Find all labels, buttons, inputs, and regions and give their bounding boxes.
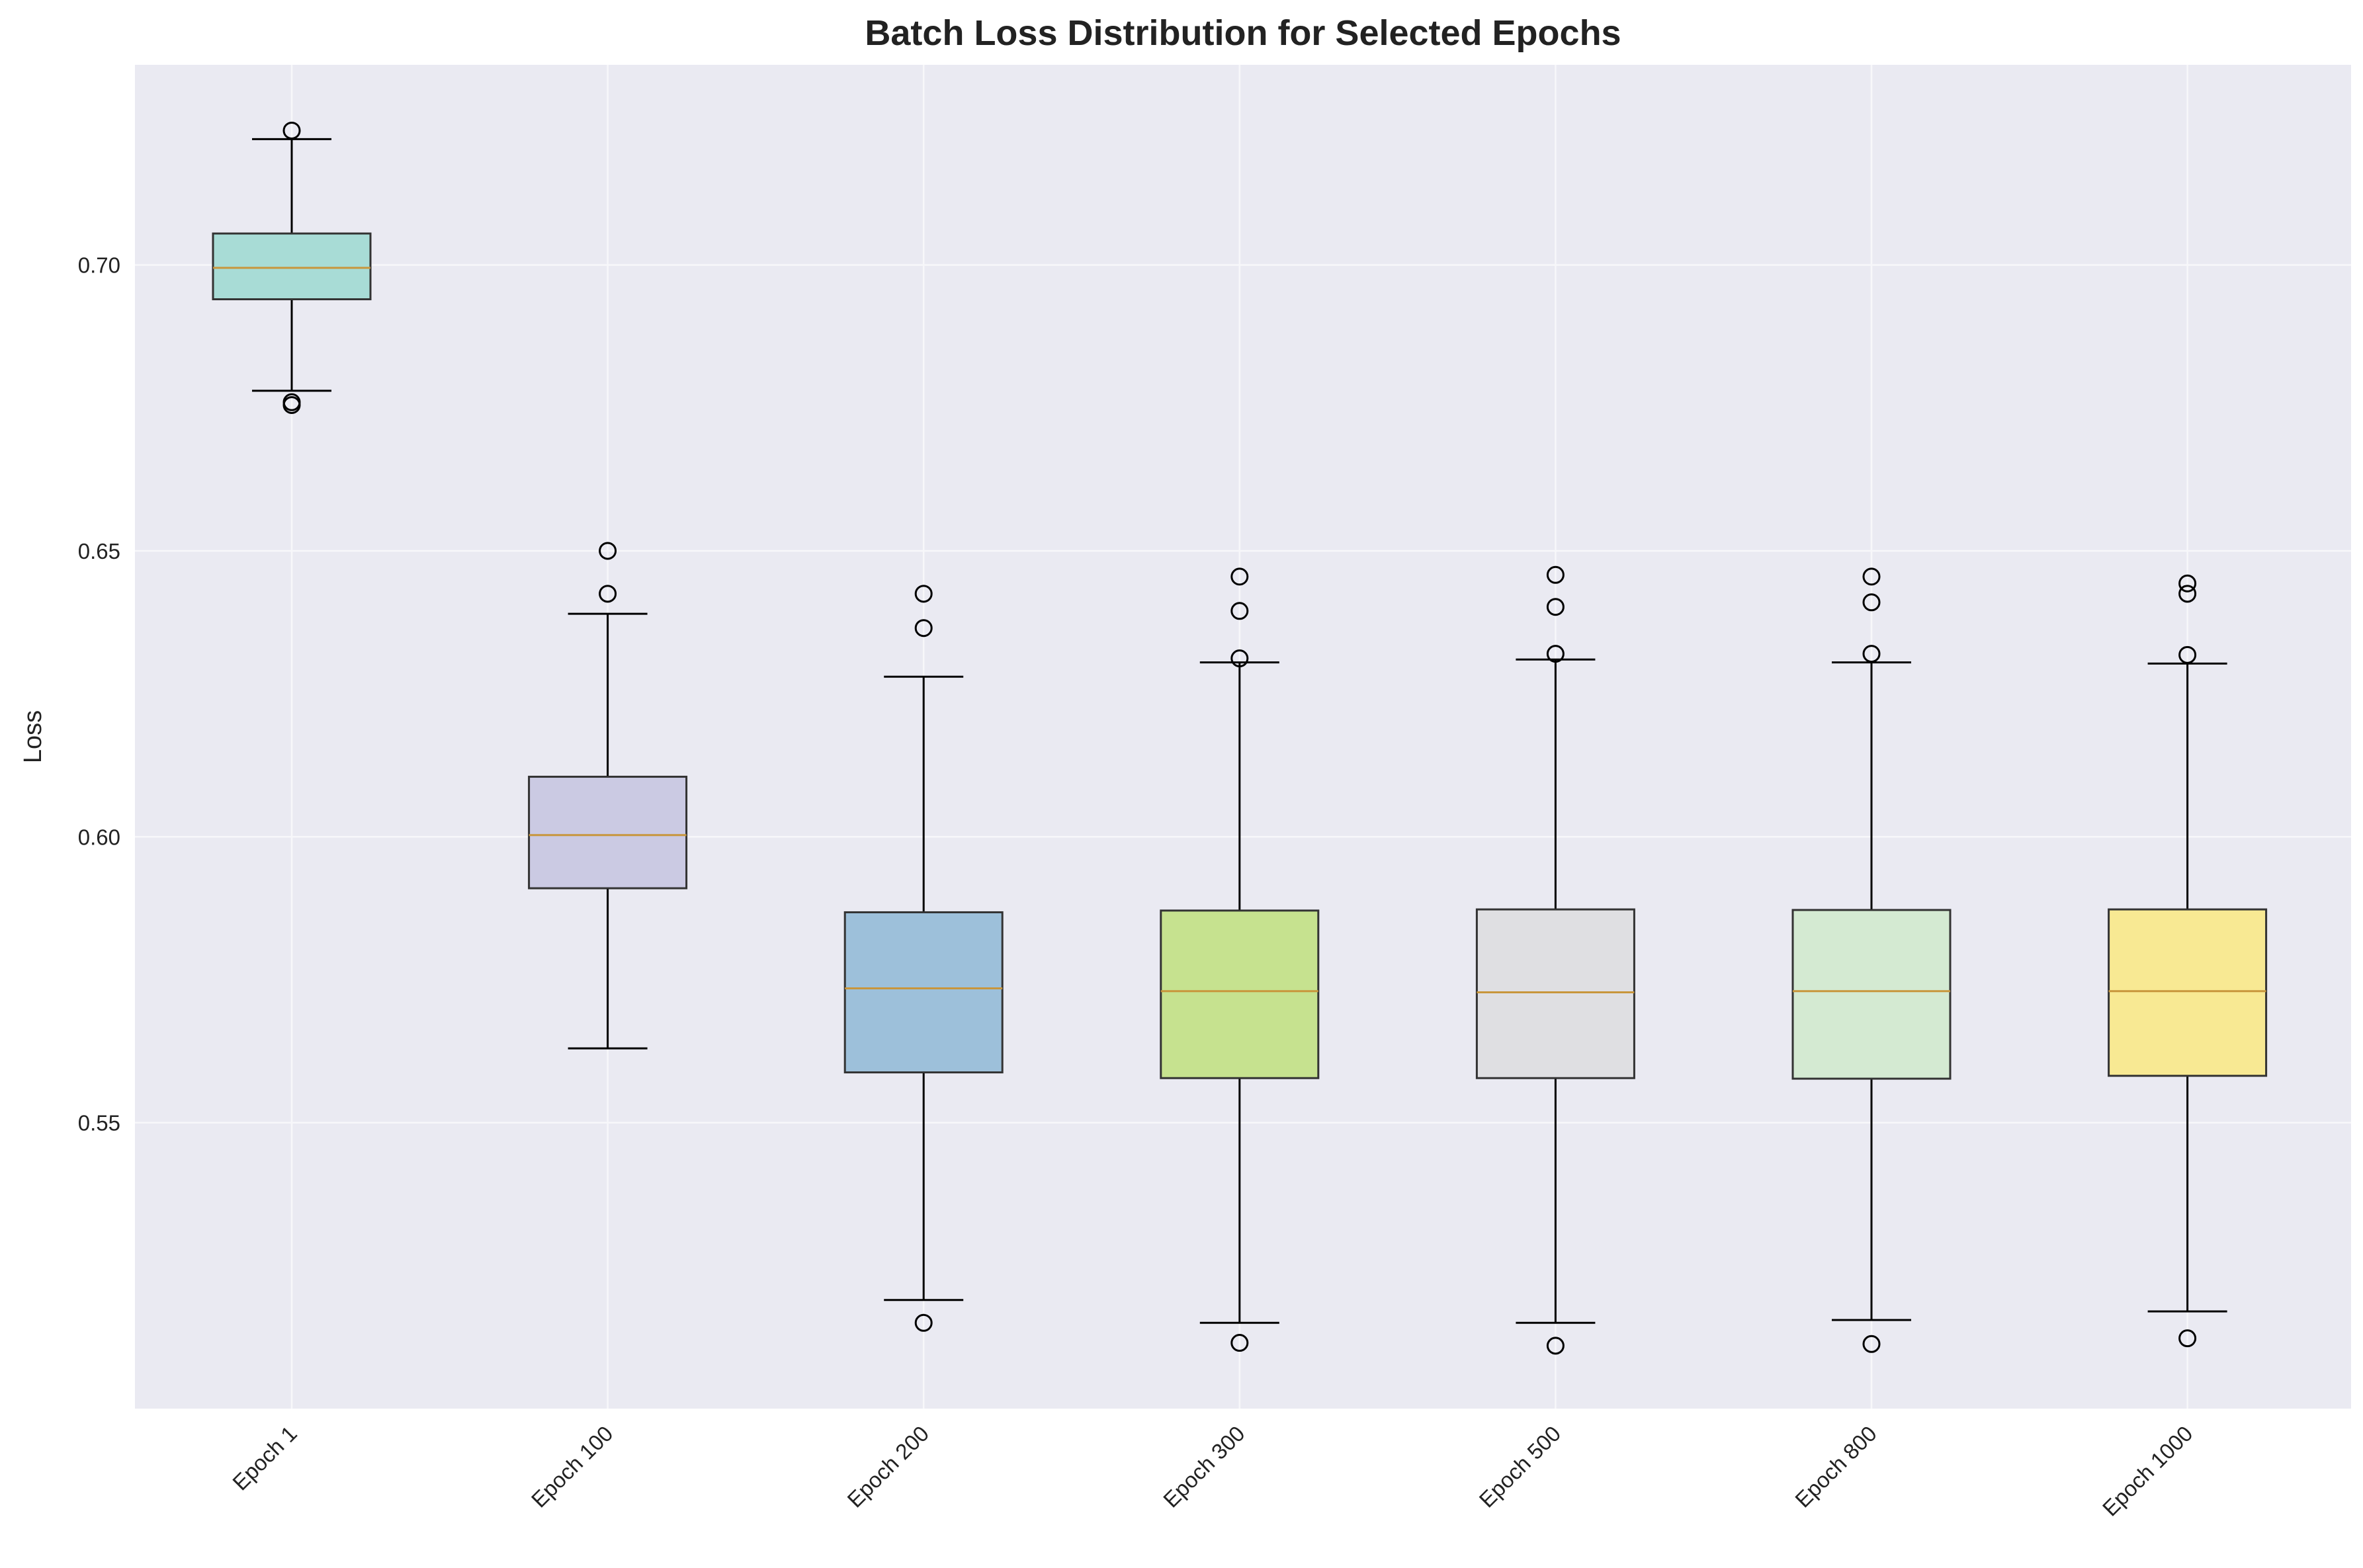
outlier-point xyxy=(1230,1334,1249,1352)
outlier-point xyxy=(1862,1335,1881,1353)
box-group xyxy=(212,121,372,414)
outlier-point xyxy=(914,619,933,638)
outlier-point xyxy=(1862,645,1881,663)
box-group xyxy=(528,542,688,1050)
box-group xyxy=(1791,567,1952,1353)
chart-title: Batch Loss Distribution for Selected Epo… xyxy=(865,13,1621,53)
y-tick-label: 0.65 xyxy=(78,539,120,563)
outlier-point xyxy=(599,585,617,603)
box-iqr xyxy=(1791,909,1952,1080)
box-iqr xyxy=(528,776,688,889)
outlier-point xyxy=(2178,645,2197,664)
y-tick-label: 0.55 xyxy=(78,1111,120,1135)
plot-area xyxy=(135,65,2351,1409)
y-tick-label: 0.70 xyxy=(78,253,120,278)
box-group xyxy=(843,585,1004,1332)
outlier-point xyxy=(914,1313,933,1332)
outlier-point xyxy=(2178,1329,2197,1348)
outlier-point xyxy=(914,585,933,603)
outlier-point xyxy=(1546,645,1565,663)
outlier-point xyxy=(1862,593,1881,612)
y-tick-label: 0.60 xyxy=(78,825,120,849)
y-axis-label: Loss xyxy=(19,710,47,763)
outlier-point xyxy=(599,542,617,560)
outlier-point xyxy=(1230,649,1249,668)
y-axis-ticks: 0.55 0.60 0.65 0.70 xyxy=(78,253,120,1135)
box-iqr xyxy=(843,911,1004,1074)
box-iqr xyxy=(1160,909,1320,1079)
outlier-point xyxy=(1546,598,1565,616)
outlier-point xyxy=(1546,565,1565,584)
outlier-point xyxy=(1230,602,1249,620)
box-group xyxy=(2108,574,2268,1348)
outlier-point xyxy=(1230,567,1249,586)
outlier-point xyxy=(282,121,301,140)
box-group xyxy=(1160,567,1320,1352)
box-iqr xyxy=(2108,908,2268,1077)
outlier-point xyxy=(2178,574,2197,593)
box-iqr xyxy=(1475,908,1635,1079)
outlier-point xyxy=(2178,585,2197,603)
box-group xyxy=(1475,565,1635,1355)
boxes xyxy=(212,121,2268,1355)
outlier-point xyxy=(1862,567,1881,586)
box-iqr xyxy=(212,232,372,301)
outlier-point xyxy=(1546,1337,1565,1355)
outlier-point xyxy=(282,393,301,411)
